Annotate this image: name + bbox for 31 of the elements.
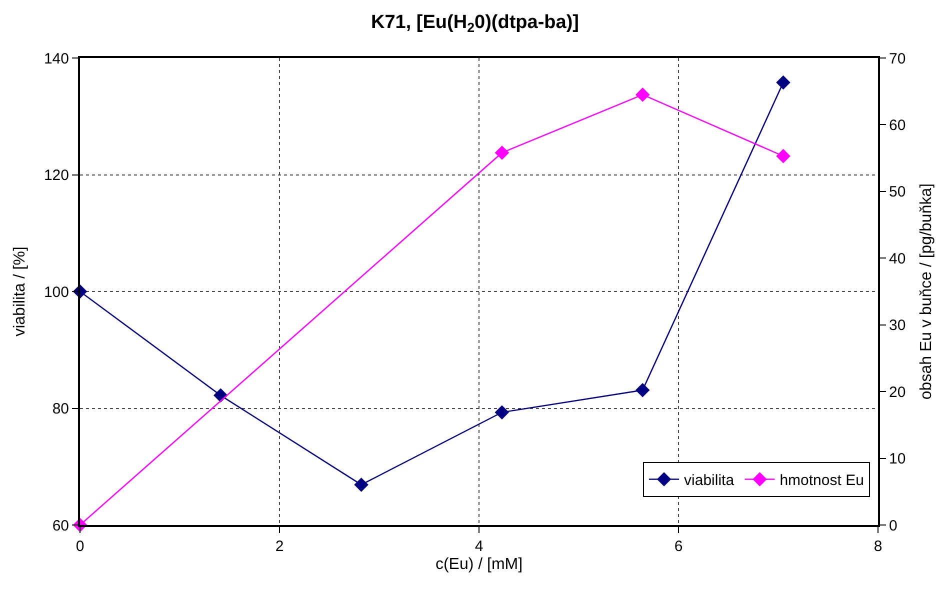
x-tick-label: 4: [474, 538, 484, 555]
y2-tick-label: 50: [889, 184, 906, 201]
point: [776, 148, 790, 164]
point: [635, 383, 650, 398]
y2-tick-label: 20: [889, 384, 906, 401]
y2-tick-label: 70: [889, 50, 906, 68]
y2-tick-label: 60: [889, 116, 906, 134]
y2-tick-label: 10: [889, 450, 906, 468]
legend-label: hmotnost Eu: [780, 472, 864, 490]
legend-label: viabilita: [684, 472, 735, 490]
y-tick-label: 100: [44, 284, 69, 301]
chart-title: K71, [Eu(H$_{2}$0)(dtpa-ba)]: [371, 12, 579, 36]
y-tick-label: 60: [52, 517, 69, 534]
y-tick-label: 80: [52, 400, 69, 418]
x-tick-label: 2: [275, 538, 284, 555]
y-axis-title: viabilita / [%]: [11, 246, 28, 336]
y2-tick-label: 30: [889, 317, 906, 334]
point: [354, 478, 368, 492]
x-axis-title: c(Eu) / [mM]: [435, 556, 523, 574]
x-tick-label: 6: [674, 538, 683, 555]
y-tick-label: 120: [44, 167, 69, 184]
x-tick-label: 8: [874, 538, 882, 555]
point: [494, 146, 510, 160]
y2-axis-title: obsah Eu v buňce / [pg/buňka]: [918, 183, 935, 400]
x-tick-label: 0: [76, 538, 84, 555]
point: [635, 88, 650, 102]
y2-tick-label: 0: [889, 517, 898, 534]
point: [494, 405, 510, 420]
y2-tick-label: 40: [889, 250, 906, 268]
y-tick-label: 140: [44, 50, 69, 68]
point: [776, 75, 790, 90]
